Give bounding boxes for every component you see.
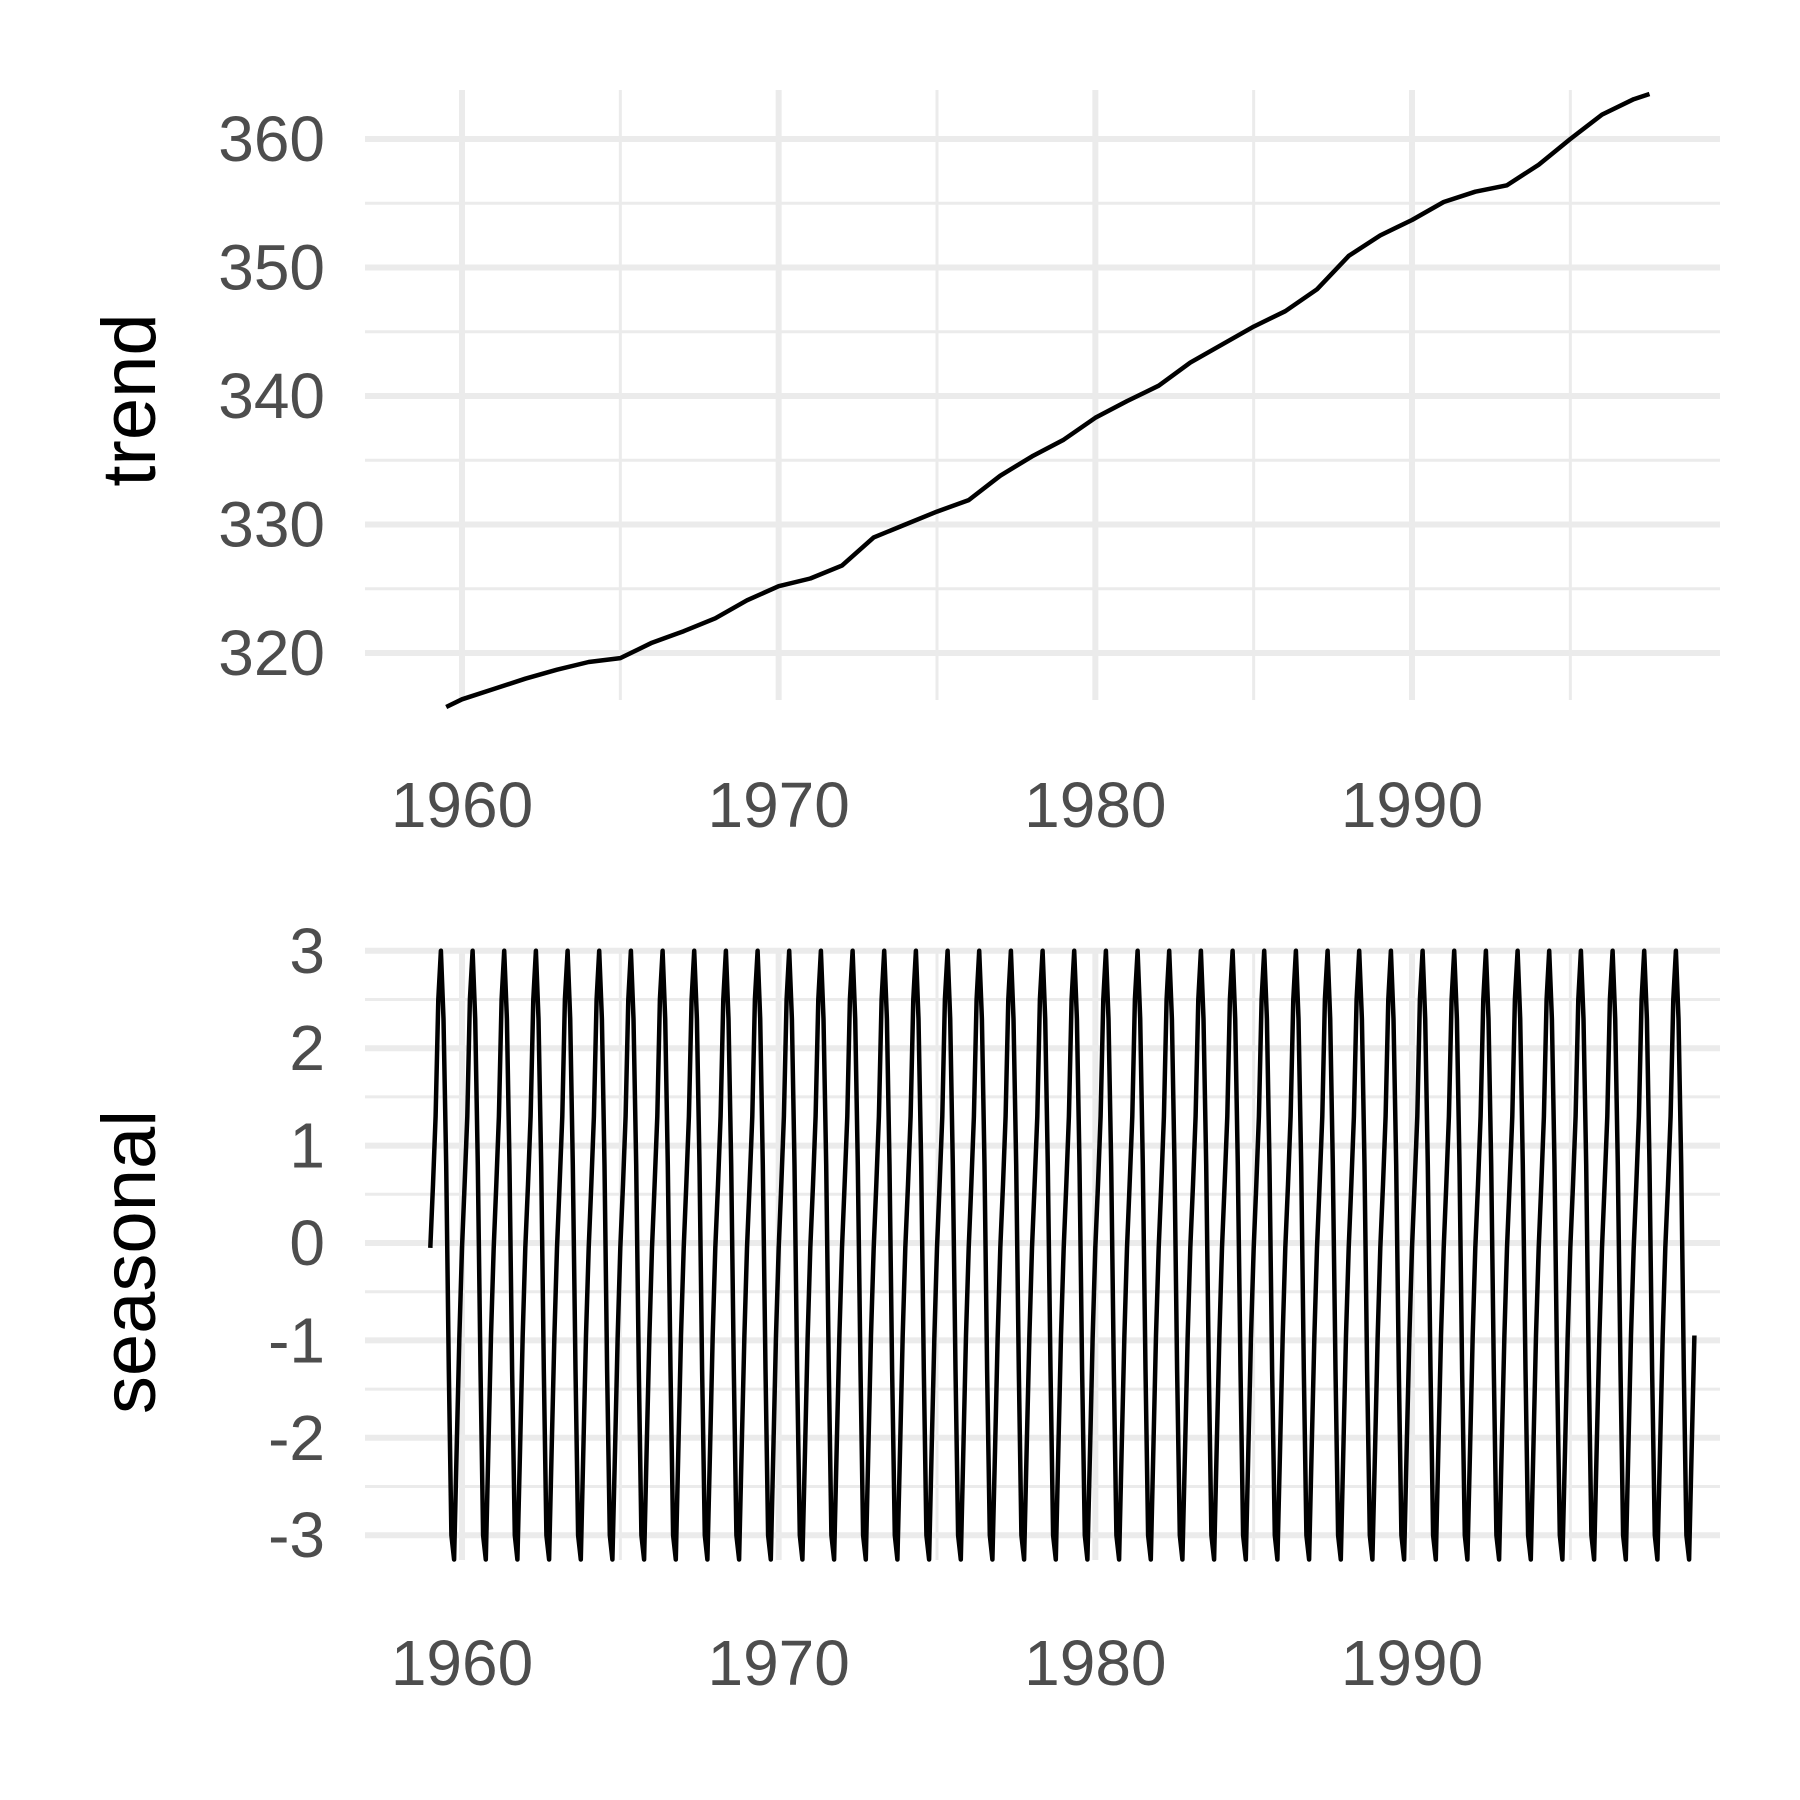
seasonal-x-tick-label: 1960 (391, 1627, 533, 1699)
seasonal-x-tick-label: 1980 (1024, 1627, 1166, 1699)
seasonal-y-tick-label: 1 (289, 1110, 325, 1182)
trend-y-tick-label: 320 (218, 617, 325, 689)
seasonal-x-tick-label: 1970 (707, 1627, 849, 1699)
seasonal-line (428, 948, 1697, 1562)
trend-x-tick-label: 1960 (391, 769, 533, 841)
trend-x-tick-label: 1970 (707, 769, 849, 841)
seasonal-x-ticks: 1960 1970 1980 1990 (391, 1627, 1483, 1699)
trend-x-tick-label: 1990 (1341, 769, 1483, 841)
trend-line (445, 91, 1651, 710)
trend-grid (365, 90, 1720, 700)
seasonal-y-tick-label: 3 (289, 915, 325, 987)
seasonal-y-tick-label: -2 (268, 1402, 325, 1474)
seasonal-y-tick-label: -1 (268, 1304, 325, 1376)
trend-y-tick-label: 330 (218, 489, 325, 561)
seasonal-y-tick-label: 0 (289, 1207, 325, 1279)
trend-y-tick-label: 360 (218, 103, 325, 175)
trend-x-ticks: 1960 1970 1980 1990 (391, 769, 1483, 841)
trend-y-tick-label: 340 (218, 360, 325, 432)
trend-y-tick-label: 350 (218, 232, 325, 304)
seasonal-x-tick-label: 1990 (1341, 1627, 1483, 1699)
trend-panel: 320 330 340 350 360 1960 1970 1980 1990 trend (87, 90, 1720, 841)
seasonal-y-tick-label: 2 (289, 1012, 325, 1084)
trend-x-tick-label: 1980 (1024, 769, 1166, 841)
seasonal-y-tick-label: -3 (268, 1499, 325, 1571)
seasonal-y-ticks: -3 -2 -1 0 1 2 3 (268, 915, 325, 1571)
seasonal-grid (365, 947, 1720, 1560)
trend-y-ticks: 320 330 340 350 360 (218, 103, 325, 689)
trend-y-axis-label: trend (87, 313, 172, 486)
seasonal-panel: -3 -2 -1 0 1 2 3 1960 1970 1980 1990 seasonal (87, 915, 1720, 1699)
seasonal-y-axis-label: seasonal (87, 1110, 172, 1414)
